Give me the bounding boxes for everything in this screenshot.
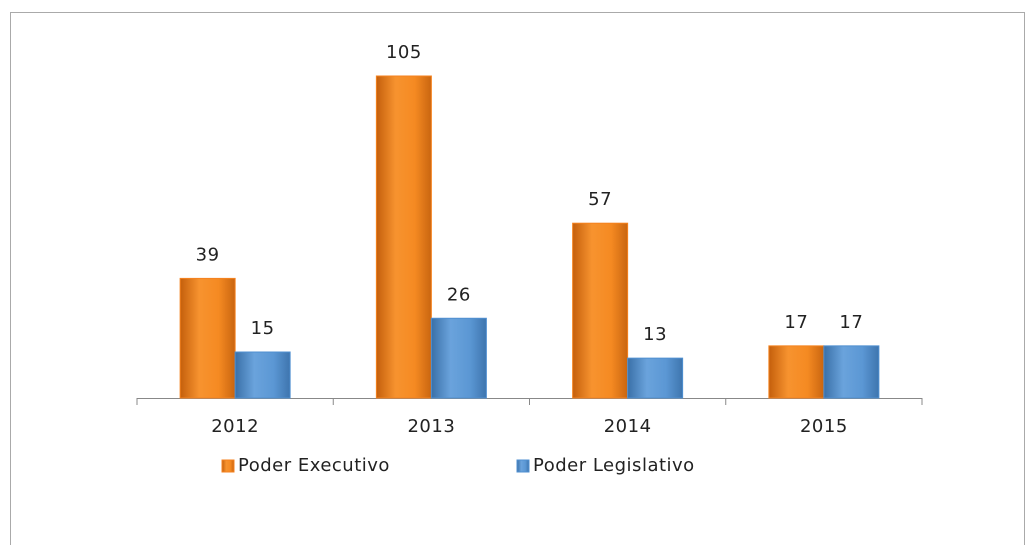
- data-label: 39: [196, 244, 220, 265]
- data-label: 57: [588, 189, 612, 210]
- data-label: 17: [784, 312, 808, 333]
- legend-swatch: [516, 459, 530, 473]
- chart-border: [10, 12, 1025, 545]
- bar: [823, 345, 880, 399]
- data-label: 13: [643, 324, 667, 345]
- bar: [572, 222, 629, 399]
- data-label: 17: [839, 312, 863, 333]
- legend-label: Poder Legislativo: [533, 455, 695, 476]
- data-label: 15: [251, 318, 275, 339]
- x-tick-label: 2015: [800, 416, 848, 437]
- bar: [627, 357, 684, 399]
- bar: [768, 345, 825, 399]
- data-label: 105: [386, 42, 422, 63]
- legend-swatch: [221, 459, 235, 473]
- data-label: 26: [447, 284, 471, 305]
- legend-label: Poder Executivo: [238, 455, 390, 476]
- x-tick-label: 2013: [407, 416, 455, 437]
- bar: [375, 75, 432, 399]
- bar: [179, 277, 236, 399]
- bar: [234, 351, 291, 399]
- x-tick-label: 2014: [604, 416, 652, 437]
- bar: [430, 317, 487, 399]
- x-tick-label: 2012: [211, 416, 259, 437]
